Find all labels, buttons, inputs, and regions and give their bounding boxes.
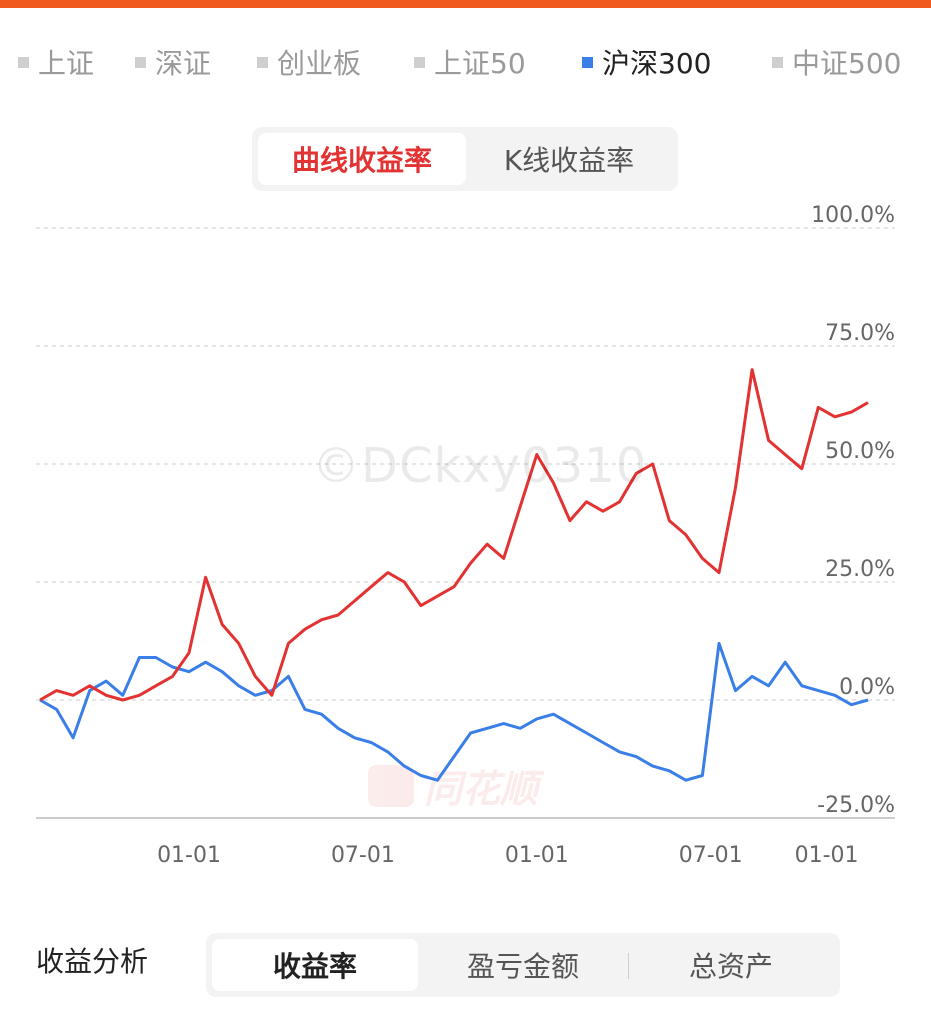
brand-watermark-text: 同花顺 <box>424 767 545 811</box>
kline-return-button[interactable]: K线收益率 <box>503 144 635 177</box>
legend-square-icon <box>135 56 146 68</box>
grid-lines <box>36 227 895 701</box>
x-tick-label: 01-01 <box>795 843 859 868</box>
tab-total-assets[interactable]: 总资产 <box>688 950 773 983</box>
curve-return-button[interactable]: 曲线收益率 <box>258 133 466 185</box>
index-tabs: 上证 深证 创业板 上证50 沪深300 中证500 <box>0 40 931 84</box>
y-tick-label: -25.0% <box>817 793 895 818</box>
benchmark-return-line <box>39 641 869 782</box>
y-tick-label: 100.0% <box>811 203 895 228</box>
x-tick-label: 01-01 <box>157 843 221 868</box>
top-accent-stripe <box>0 0 931 8</box>
return-chart: 100.0% 75.0% 50.0% 25.0% 0.0% -25.0% 01-01 07-… <box>36 203 895 868</box>
return-mode-toggle: 曲线收益率 K线收益率 <box>252 127 678 191</box>
strategy-return-line <box>39 368 869 702</box>
tab-profit-amount[interactable]: 盈亏金额 <box>466 950 579 983</box>
y-tick-label: 50.0% <box>825 439 895 464</box>
analysis-tabs: 收益率 盈亏金额 总资产 <box>206 933 840 997</box>
tab-hushen300[interactable]: 沪深300 <box>582 40 711 84</box>
legend-square-icon <box>582 56 593 68</box>
y-tick-label: 25.0% <box>825 557 895 582</box>
legend-square-icon <box>414 56 425 68</box>
tab-zhongzheng500[interactable]: 中证500 <box>772 40 901 84</box>
y-tick-label: 0.0% <box>839 675 895 700</box>
user-watermark: ©DCkxy0310 <box>312 438 648 494</box>
brand-watermark: 同花顺 <box>368 765 545 811</box>
series-lines <box>39 368 869 782</box>
x-tick-label: 07-01 <box>331 843 395 868</box>
y-axis-labels: 100.0% 75.0% 50.0% 25.0% 0.0% -25.0% <box>811 203 895 818</box>
legend-square-icon <box>18 56 29 68</box>
analysis-label: 收益分析 <box>36 945 149 978</box>
tab-return-rate[interactable]: 收益率 <box>212 939 418 991</box>
y-tick-label: 75.0% <box>825 321 895 346</box>
tab-chuangyeban[interactable]: 创业板 <box>257 40 361 84</box>
tab-shangzheng[interactable]: 上证 <box>18 40 94 84</box>
legend-square-icon <box>772 56 783 68</box>
tab-shangzheng50[interactable]: 上证50 <box>414 40 526 84</box>
x-tick-label: 07-01 <box>679 843 743 868</box>
tab-shenzheng[interactable]: 深证 <box>135 40 211 84</box>
x-tick-label: 01-01 <box>505 843 569 868</box>
legend-square-icon <box>257 56 268 68</box>
brand-logo-icon <box>368 765 414 807</box>
x-axis-labels: 01-01 07-01 01-01 07-01 01-01 <box>157 843 858 868</box>
segment-divider <box>628 953 629 979</box>
